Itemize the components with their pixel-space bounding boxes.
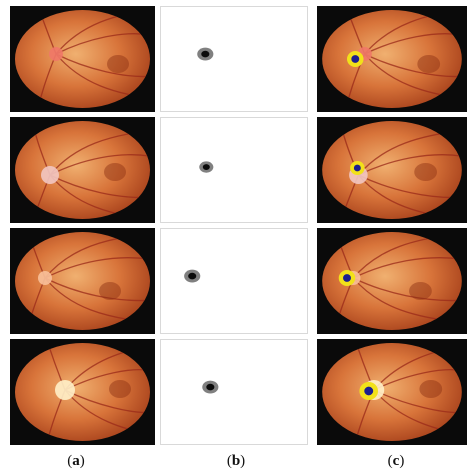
mask-inner <box>202 164 210 170</box>
overlay-image-4 <box>317 339 467 445</box>
fovea <box>419 380 443 398</box>
overlay-core <box>351 55 360 63</box>
column-label-a: (a) <box>67 453 85 469</box>
fovea <box>414 163 437 181</box>
retina-fundus <box>15 343 150 441</box>
retina-fundus <box>322 121 462 219</box>
fundus-image-3 <box>10 228 155 334</box>
mask-image-1 <box>160 6 308 112</box>
mask-image-3 <box>160 228 308 334</box>
fundus-image-2 <box>10 117 155 223</box>
overlay-image-2 <box>317 117 467 223</box>
mask-image-4 <box>160 339 308 445</box>
retina-fundus <box>322 343 462 441</box>
overlay-core <box>364 386 374 396</box>
mask-image-2 <box>160 117 308 223</box>
column-label-c: (c) <box>387 453 405 469</box>
fundus-image-4 <box>10 339 155 445</box>
mask-inner <box>188 272 197 280</box>
fundus-image-1 <box>10 6 155 112</box>
retina-fundus <box>15 232 150 330</box>
retina-fundus <box>15 10 150 108</box>
overlay-core <box>353 164 361 172</box>
optic-disc <box>38 271 52 285</box>
optic-disc <box>55 380 75 400</box>
fovea <box>417 55 441 73</box>
retina-fundus <box>322 10 462 108</box>
fovea <box>107 55 129 73</box>
mask-inner <box>206 383 215 391</box>
retina-fundus <box>322 232 462 330</box>
overlay-image-1 <box>317 6 467 112</box>
optic-disc <box>49 47 63 61</box>
fovea <box>109 380 131 398</box>
blood-vessels <box>331 232 462 330</box>
overlay-image-3 <box>317 228 467 334</box>
optic-disc <box>41 166 59 184</box>
fovea <box>99 282 121 300</box>
overlay-core <box>343 274 351 282</box>
column-label-b: (b) <box>226 453 246 469</box>
mask-inner <box>201 50 210 58</box>
fovea <box>104 163 126 181</box>
fovea <box>409 282 432 300</box>
retina-fundus <box>15 121 150 219</box>
